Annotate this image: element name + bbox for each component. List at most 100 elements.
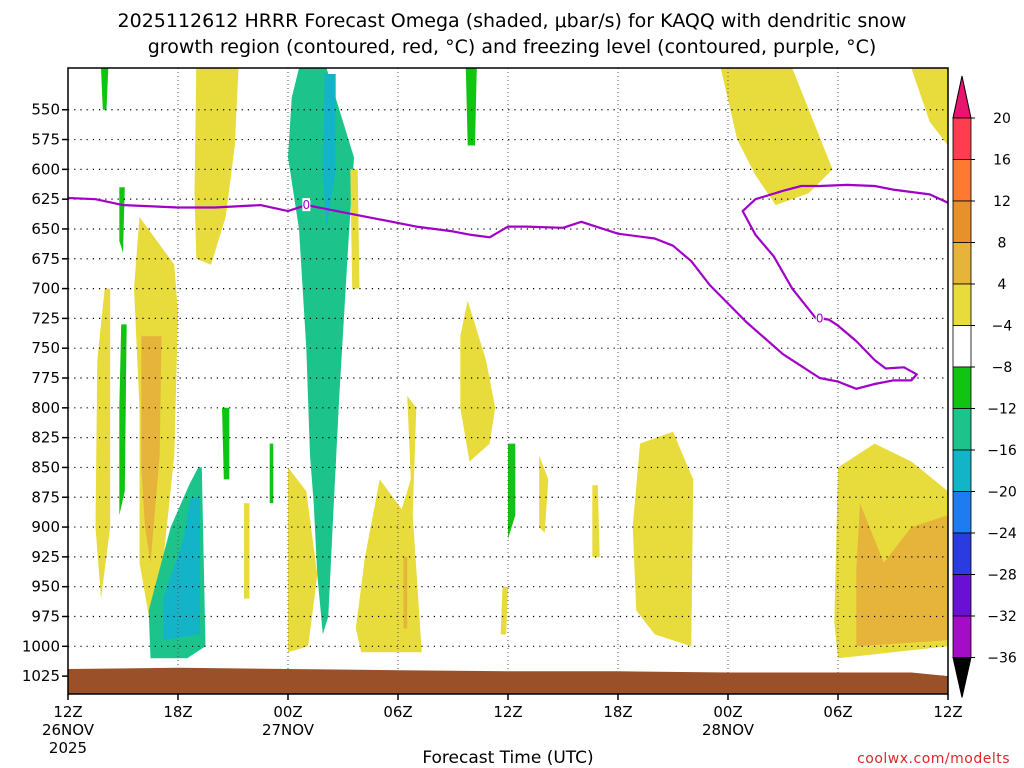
omega-region-yellow-lower-mid [288, 467, 318, 653]
x-tick-year: 2025 [49, 739, 87, 757]
y-tick-label: 575 [31, 131, 60, 149]
omega-region-yellow-mid-08z [460, 300, 496, 462]
colorbar-label: 12 [993, 194, 1011, 210]
colorbar-bottom-arrow [952, 657, 972, 698]
omega-region-yellow-top-right-corner [911, 68, 948, 146]
credit-text: coolwx.com/modelts [857, 751, 1010, 767]
y-tick-label: 675 [31, 250, 60, 268]
colorbar-swatch [952, 117, 972, 160]
colorbar-label: −36 [987, 651, 1017, 667]
colorbar-swatch [952, 449, 972, 492]
colorbar-label: 16 [993, 153, 1011, 169]
y-tick-label: 1000 [22, 637, 60, 655]
freezing-level-label: 0 [816, 311, 824, 325]
y-tick-label: 800 [31, 399, 60, 417]
colorbar-label: −24 [987, 526, 1017, 542]
omega-region-yellow-310-column [350, 169, 360, 289]
colorbar-swatch [952, 159, 972, 202]
colorbar-swatch [952, 366, 972, 409]
omega-region-orange-lower-right [856, 503, 948, 647]
contour-label-bg [302, 198, 311, 212]
omega-region-yellow-mid-17z [592, 485, 600, 557]
colorbar-label: −32 [987, 609, 1017, 625]
y-tick-label: 850 [31, 458, 60, 476]
y-tick-label: 650 [31, 220, 60, 238]
y-tick-label: 975 [31, 607, 60, 625]
x-tick-date: 28NOV [702, 721, 755, 739]
colorbar-label: 4 [998, 277, 1007, 293]
grid [68, 68, 948, 694]
freezing-level-contour: 00 [68, 183, 948, 390]
colorbar-label: −28 [987, 568, 1017, 584]
y-tick-label: 725 [31, 309, 60, 327]
omega-shading [95, 68, 948, 659]
colorbar-label: −12 [987, 402, 1017, 418]
colorbar-label: −20 [987, 485, 1017, 501]
ground-layer [68, 667, 948, 694]
omega-region-teal-main-column [322, 74, 336, 229]
y-tick-label: 950 [31, 578, 60, 596]
y-tick-label: 600 [31, 160, 60, 178]
colorbar-label: −8 [992, 360, 1013, 376]
y-tick-label: 550 [31, 101, 60, 119]
omega-region-yellow-lower-11z [500, 586, 508, 635]
contour-label-bg [815, 311, 824, 325]
omega-region-yellow-lower-20z [632, 431, 694, 647]
omega-region-green-upper-left [101, 68, 109, 110]
colorbar: 20 16 12 8 4 −4 −8 −12 −16 −20 −24 −28 −32 −36 [952, 75, 1017, 698]
y-tick-label: 875 [31, 488, 60, 506]
colorbar-label: −16 [987, 443, 1017, 459]
omega-region-green-mid-12z [508, 443, 516, 539]
y-tick-label: 625 [31, 190, 60, 208]
ground-surface [68, 667, 948, 694]
omega-region-green-815 [222, 407, 230, 480]
omega-region-yellow-lower-center-left [244, 503, 250, 599]
x-tick-date: 27NOV [262, 721, 315, 739]
omega-region-teal-lower [163, 497, 200, 641]
colorbar-swatch [952, 408, 972, 451]
x-tick-label: 18Z [163, 703, 192, 721]
chart-title-line-1: 2025112612 HRRR Forecast Omega (shaded, … [118, 10, 907, 32]
x-tick-label: 18Z [603, 703, 632, 721]
colorbar-swatch [952, 532, 972, 575]
colorbar-swatch [952, 491, 972, 534]
x-tick-label: 12Z [53, 703, 82, 721]
plot-area: 00 [67, 67, 949, 695]
colorbar-swatch [952, 200, 972, 243]
colorbar-top-arrow [952, 75, 972, 119]
colorbar-swatch [952, 283, 972, 326]
colorbar-swatch [952, 242, 972, 285]
chart-title-line-2: growth region (contoured, red, °C) and f… [148, 36, 877, 58]
y-axis: 550 575 600 625 650 675 700 725 750 775 800 825 850 8… [22, 101, 68, 685]
colorbar-swatch [952, 574, 972, 617]
y-tick-label: 775 [31, 369, 60, 387]
freezing-level-line [68, 183, 948, 390]
x-tick-label: 06Z [823, 703, 852, 721]
y-tick-label: 825 [31, 429, 60, 447]
x-axis-title: Forecast Time (UTC) [422, 748, 593, 768]
x-tick-label: 00Z [713, 703, 742, 721]
omega-region-orange-left-blob [141, 336, 162, 563]
colorbar-label: 8 [998, 236, 1007, 252]
omega-region-orange-lower-06z [403, 556, 408, 629]
colorbar-label: −4 [992, 319, 1013, 335]
y-tick-label: 700 [31, 280, 60, 298]
x-tick-label: 12Z [933, 703, 962, 721]
colorbar-label: 20 [993, 111, 1011, 127]
x-tick-date: 26NOV [42, 721, 95, 739]
colorbar-swatch [952, 615, 972, 658]
y-tick-label: 750 [31, 339, 60, 357]
x-tick-label: 00Z [273, 703, 302, 721]
omega-region-yellow-right-top [720, 68, 833, 206]
omega-region-yellow-left-thin [95, 288, 111, 599]
x-tick-label: 06Z [383, 703, 412, 721]
freezing-level-label: 0 [303, 198, 311, 212]
y-tick-label: 925 [31, 548, 60, 566]
y-tick-label: 900 [31, 518, 60, 536]
y-tick-label: 1025 [22, 667, 60, 685]
omega-region-green-617 [465, 68, 477, 146]
omega-region-yellow-mid-15z [539, 455, 549, 533]
colorbar-swatch [952, 325, 972, 368]
